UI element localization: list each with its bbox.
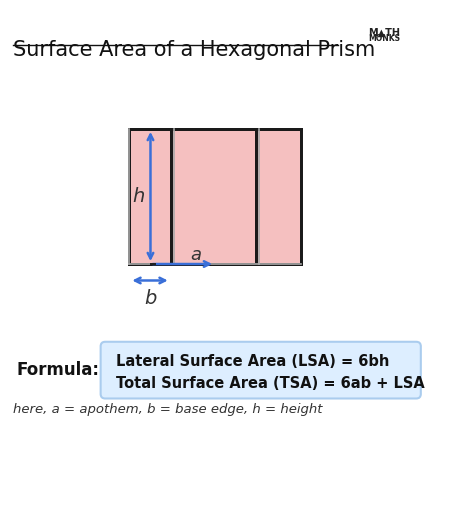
Polygon shape — [129, 129, 171, 264]
Text: h: h — [132, 187, 145, 206]
Text: Lateral Surface Area (LSA) = 6bh: Lateral Surface Area (LSA) = 6bh — [116, 354, 390, 369]
FancyBboxPatch shape — [100, 342, 421, 399]
Polygon shape — [171, 129, 256, 264]
Text: Surface Area of a Hexagonal Prism: Surface Area of a Hexagonal Prism — [13, 40, 375, 60]
Polygon shape — [256, 129, 301, 264]
Text: Formula:: Formula: — [17, 361, 100, 379]
Text: here, a = apothem, b = base edge, h = height: here, a = apothem, b = base edge, h = he… — [13, 403, 322, 416]
Text: a: a — [190, 246, 201, 264]
Text: Total Surface Area (TSA) = 6ab + LSA: Total Surface Area (TSA) = 6ab + LSA — [116, 376, 425, 390]
Text: MONKS: MONKS — [368, 34, 400, 44]
Text: M▲TH: M▲TH — [368, 28, 400, 38]
Text: b: b — [144, 288, 156, 308]
